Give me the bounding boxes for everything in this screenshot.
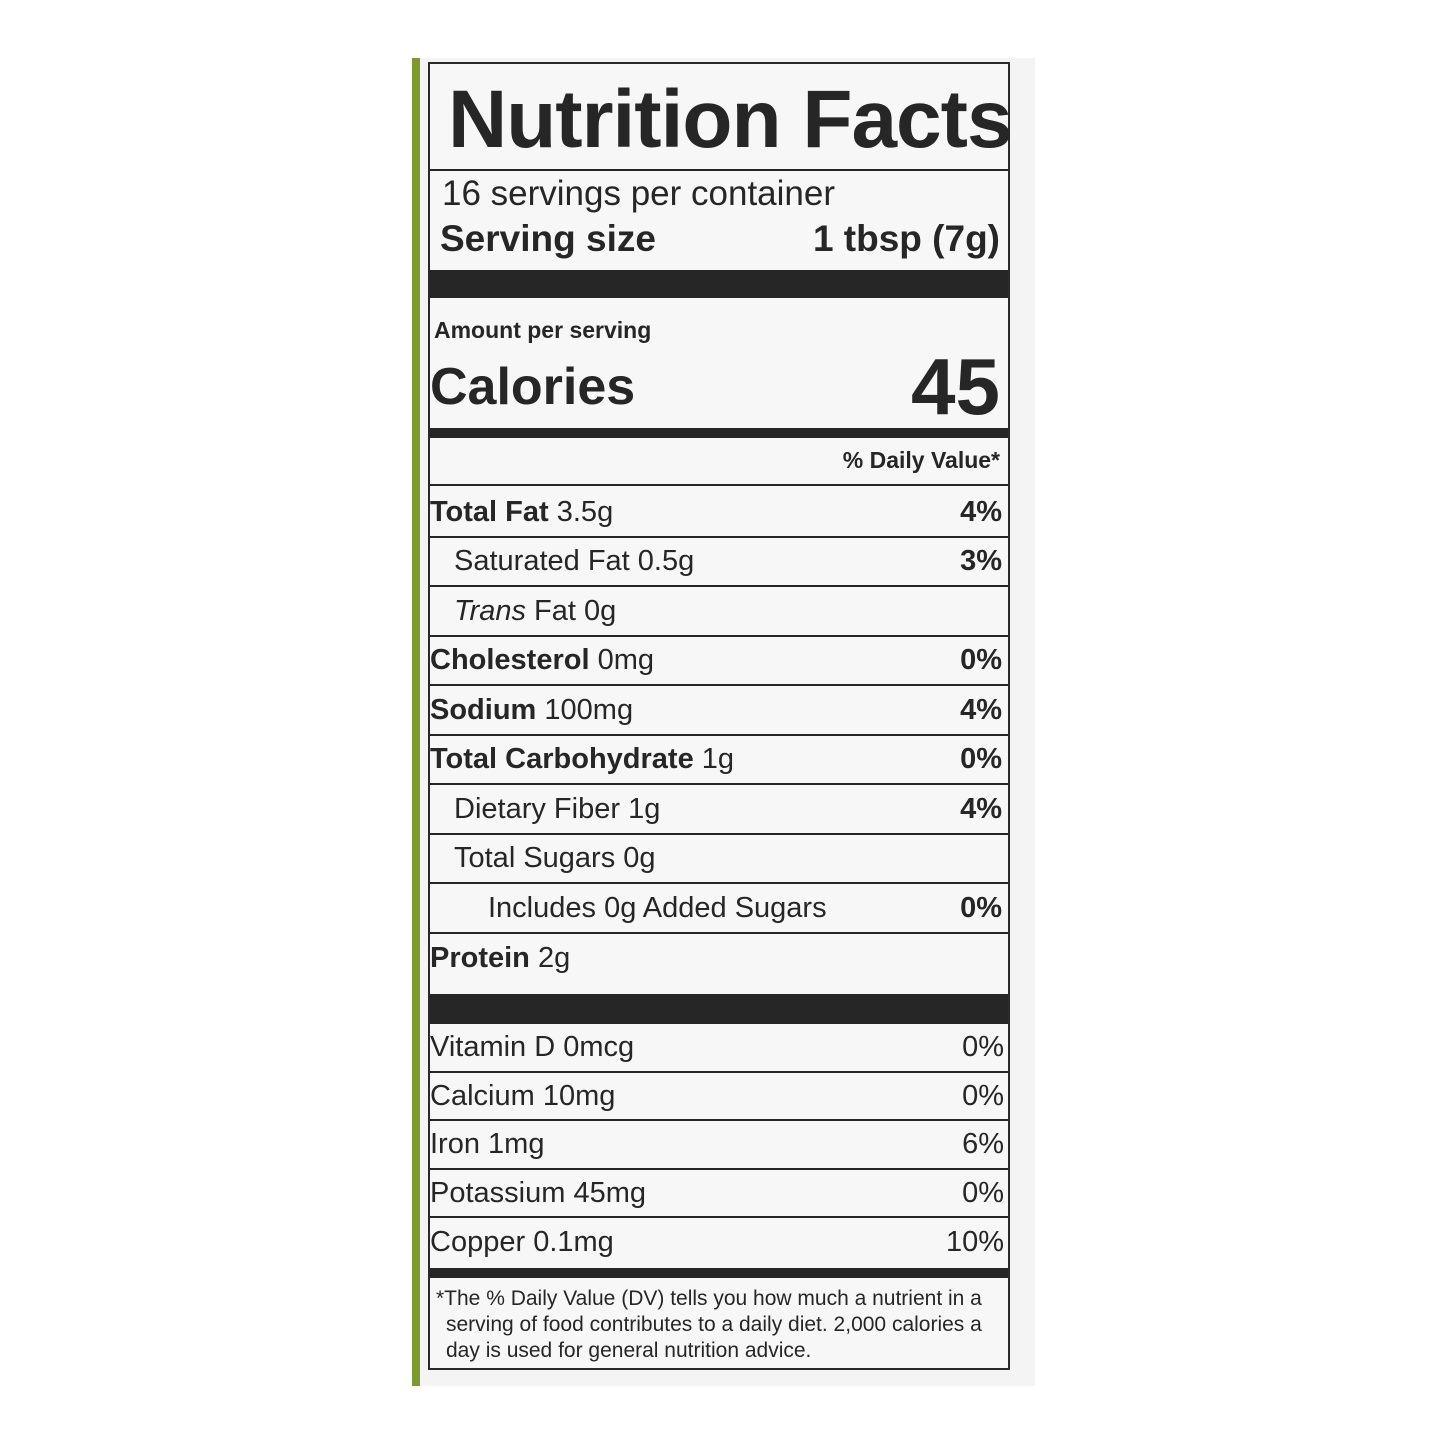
nutrient-name: Total Sugars (454, 842, 616, 875)
nutrient-daily-value: 4% (960, 693, 1002, 726)
nutrient-row: Total Sugars 0g (430, 835, 1008, 884)
nutrient-row: Includes 0g Added Sugars 0% (430, 884, 1008, 934)
nutrient-label: Trans Fat 0g (430, 594, 616, 628)
nutrient-daily-value: 4% (960, 495, 1002, 528)
nutrient-name-rest: Fat (534, 594, 576, 627)
calories-row: Calories 45 (430, 342, 1000, 431)
thick-divider (430, 270, 1008, 298)
nutrient-name: Trans (454, 594, 526, 627)
nutrient-label: Includes 0g Added Sugars (430, 891, 827, 925)
vitamin-amount: 45mg (573, 1176, 646, 1209)
vitamin-amount: 10mg (542, 1079, 616, 1112)
vitamin-label: Copper 0.1mg (430, 1225, 614, 1259)
nutrient-row: Sodium 100mg 4% (430, 686, 1008, 736)
vitamin-name: Copper (430, 1226, 526, 1259)
nutrient-row: Cholesterol 0mg 0% (430, 637, 1008, 686)
nutrient-label: Cholesterol 0mg (430, 643, 654, 677)
nutrient-name: Dietary Fiber (454, 792, 620, 825)
vitamin-name: Potassium (430, 1176, 566, 1209)
nutrient-label: Sodium 100mg (430, 693, 633, 727)
vitamin-row: Vitamin D 0mcg 0% (430, 1024, 1008, 1073)
vitamin-daily-value: 0% (962, 1176, 1004, 1209)
nutrient-daily-value: 0% (960, 644, 1002, 677)
nutrient-label: Total Fat 3.5g (430, 495, 613, 529)
nutrient-amount: 0g (623, 842, 656, 875)
nutrient-label: Protein 2g (430, 941, 570, 975)
medium-divider (430, 1268, 1008, 1278)
vitamin-list: Vitamin D 0mcg 0% Calcium 10mg 0% Iron 1mg 6%… (430, 1024, 1008, 1267)
vitamin-label: Iron 1mg (430, 1127, 544, 1161)
vitamin-name: Iron (430, 1128, 480, 1161)
nutrient-amount: 3.5g (556, 495, 614, 528)
vitamin-amount: 0.1mg (533, 1226, 614, 1259)
divider (430, 169, 1008, 171)
vitamin-daily-value: 10% (945, 1226, 1004, 1259)
serving-size-label: Serving size (440, 218, 656, 259)
nutrient-row: Protein 2g (430, 934, 1008, 984)
nutrient-amount: 1g (701, 743, 735, 776)
vitamin-daily-value: 6% (962, 1128, 1004, 1161)
nutrient-label: Total Carbohydrate 1g (430, 742, 734, 776)
servings-per-container: 16 servings per container (442, 174, 835, 213)
nutrient-amount: 2g (537, 942, 571, 975)
vitamin-label: Vitamin D 0mcg (430, 1030, 634, 1064)
thick-divider (430, 994, 1008, 1024)
vitamin-name: Calcium (430, 1079, 535, 1112)
nutrient-name: Protein (430, 942, 530, 975)
vitamin-label: Potassium 45mg (430, 1176, 646, 1210)
nutrient-amount: 0mg (597, 644, 655, 677)
vitamin-row: Iron 1mg 6% (430, 1121, 1008, 1170)
amount-per-serving: Amount per serving (434, 317, 652, 343)
nutrient-list: Total Fat 3.5g 4% Saturated Fat 0.5g 3% Tran… (430, 488, 1008, 983)
nutrient-amount: 0.5g (637, 545, 695, 578)
vitamin-name: Vitamin D (430, 1031, 556, 1064)
nutrient-amount: 0g (584, 594, 617, 627)
vitamin-row: Potassium 45mg 0% (430, 1170, 1008, 1218)
nutrient-row: Dietary Fiber 1g 4% (430, 785, 1008, 835)
nutrient-row: Total Carbohydrate 1g 0% (430, 736, 1008, 785)
nutrient-name: Sodium (430, 693, 537, 726)
nutrient-label: Total Sugars 0g (430, 841, 656, 875)
vitamin-daily-value: 0% (962, 1031, 1004, 1064)
nutrient-name: Cholesterol (430, 644, 590, 677)
nutrient-daily-value: 0% (960, 743, 1002, 776)
nutrient-name: Total Fat (430, 495, 549, 528)
nutrient-row: Saturated Fat 0.5g 3% (430, 538, 1008, 587)
vitamin-label: Calcium 10mg (430, 1079, 615, 1113)
vitamin-amount: 1mg (488, 1128, 545, 1161)
nutrient-daily-value: 0% (960, 891, 1002, 924)
vitamin-row: Calcium 10mg 0% (430, 1073, 1008, 1121)
nutrient-row: Trans Fat 0g (430, 587, 1008, 637)
serving-size: Serving size 1 tbsp (7g) (440, 216, 1000, 262)
medium-divider (430, 428, 1008, 438)
package-green-edge (412, 58, 420, 1386)
nutrient-daily-value: 3% (960, 545, 1002, 578)
divider (430, 484, 1008, 486)
nutrient-name: Includes 0g Added Sugars (488, 891, 827, 924)
label-title: Nutrition Facts (448, 74, 1013, 165)
serving-size-value: 1 tbsp (7g) (812, 218, 1000, 259)
nutrition-facts-label: Nutrition Facts 16 servings per containe… (428, 62, 1013, 1370)
nutrient-amount: 100mg (544, 693, 634, 726)
nutrient-label: Saturated Fat 0.5g (430, 544, 694, 578)
nutrient-daily-value: 4% (960, 792, 1002, 825)
footnote: *The % Daily Value (DV) tells you how mu… (436, 1287, 982, 1362)
nutrient-name: Total Carbohydrate (430, 743, 694, 776)
calories-value: 45 (911, 342, 1000, 431)
vitamin-row: Copper 0.1mg 10% (430, 1218, 1008, 1267)
nutrient-name: Saturated Fat (454, 545, 630, 578)
calories-label: Calories (430, 358, 636, 416)
daily-value-header: % Daily Value* (842, 447, 1000, 473)
nutrient-amount: 1g (628, 792, 661, 825)
nutrient-row: Total Fat 3.5g 4% (430, 488, 1008, 538)
nutrient-label: Dietary Fiber 1g (430, 792, 660, 826)
vitamin-daily-value: 0% (962, 1079, 1004, 1112)
vitamin-amount: 0mcg (563, 1031, 635, 1064)
